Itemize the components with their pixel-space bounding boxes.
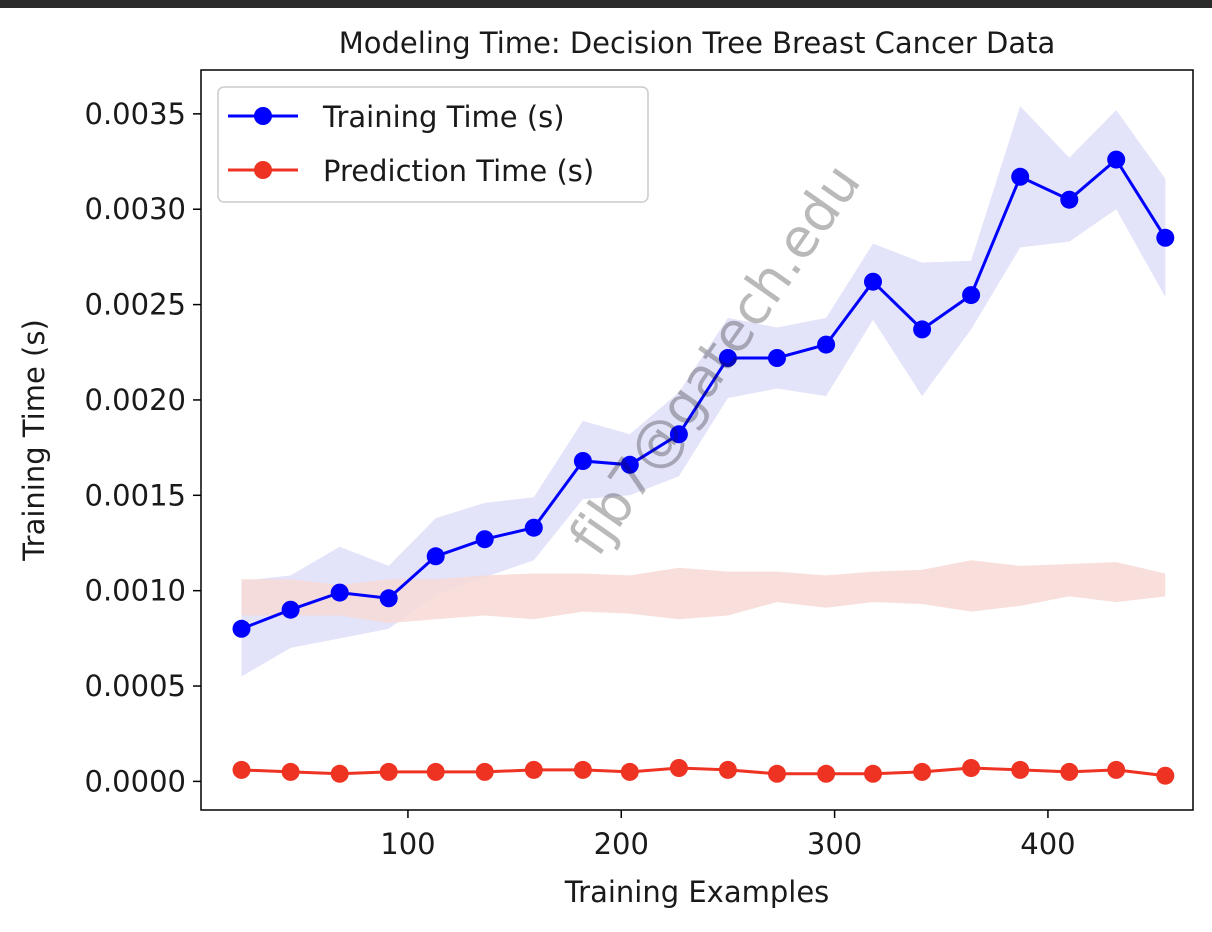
training-data-point xyxy=(864,272,882,291)
training-series-line xyxy=(240,157,1167,631)
x-axis-ticks: 100 200 300 400 xyxy=(380,810,1076,861)
prediction-data-point xyxy=(620,762,639,781)
plot-frame xyxy=(200,69,1194,811)
training-data-point xyxy=(524,518,543,537)
training-data-point xyxy=(475,530,494,549)
training-data-point xyxy=(768,349,786,367)
y-axis-label: Training Time (s) xyxy=(17,319,51,562)
chart-title: Modeling Time: Decision Tree Breast Canc… xyxy=(339,26,1055,60)
training-data-point xyxy=(913,320,932,339)
prediction-data-point xyxy=(768,764,786,783)
y-tick-label: 0.0015 xyxy=(85,478,186,512)
prediction-data-point xyxy=(962,759,981,777)
y-tick-label: 0.0020 xyxy=(85,383,186,417)
y-tick-label: 0.0025 xyxy=(85,288,186,322)
y-tick-label: 0.0035 xyxy=(85,97,186,131)
legend-training-marker xyxy=(254,107,272,125)
prediction-data-point xyxy=(1107,760,1126,779)
x-tick-label: 200 xyxy=(594,827,649,861)
legend-prediction-label: Prediction Time (s) xyxy=(323,154,594,188)
prediction-data-point xyxy=(379,762,398,781)
y-axis-ticks: 0.0000 0.0005 0.0010 0.0015 0.0020 0.0025 0.00… xyxy=(85,97,201,798)
prediction-data-point xyxy=(1156,766,1175,785)
y-tick-label: 0.0000 xyxy=(85,764,186,798)
training-confidence-band xyxy=(241,106,1166,677)
prediction-data-point xyxy=(475,762,494,781)
y-tick-label: 0.0005 xyxy=(85,669,186,703)
training-data-point xyxy=(379,589,398,608)
training-data-point xyxy=(817,335,836,354)
x-tick-label: 100 xyxy=(380,827,435,861)
prediction-data-point xyxy=(426,762,445,781)
prediction-confidence-band xyxy=(241,560,1166,624)
legend-prediction-marker xyxy=(254,161,272,179)
training-data-point xyxy=(620,455,639,474)
training-data-point xyxy=(1011,167,1030,186)
training-data-point xyxy=(573,452,592,470)
series-lines xyxy=(240,157,1167,778)
training-data-point xyxy=(426,547,445,566)
training-data-point xyxy=(962,286,981,305)
prediction-data-point xyxy=(913,762,932,781)
training-data-point xyxy=(1107,150,1126,169)
training-data-point xyxy=(718,349,737,367)
prediction-data-point xyxy=(817,764,836,783)
training-data-point xyxy=(669,425,688,444)
prediction-data-point xyxy=(718,760,737,779)
y-tick-label: 0.0030 xyxy=(85,192,186,226)
training-data-point xyxy=(1156,228,1175,247)
prediction-data-point xyxy=(669,759,688,777)
y-tick-label: 0.0010 xyxy=(85,574,186,608)
training-data-point xyxy=(1060,190,1079,209)
legend-box xyxy=(217,86,649,203)
x-tick-label: 400 xyxy=(1020,827,1075,861)
legend: Training Time (s) Prediction Time (s) xyxy=(217,86,649,203)
prediction-data-point xyxy=(1060,762,1079,781)
top-bar xyxy=(0,0,1212,8)
prediction-data-point xyxy=(232,760,251,779)
series-points xyxy=(232,150,1175,785)
training-data-point xyxy=(281,600,300,619)
training-data-point xyxy=(232,619,251,638)
prediction-data-point xyxy=(573,760,592,779)
prediction-data-point xyxy=(1011,760,1030,779)
confidence-bands xyxy=(241,106,1166,677)
prediction-data-point xyxy=(864,764,882,783)
prediction-data-point xyxy=(281,762,300,781)
prediction-data-point xyxy=(524,760,543,779)
x-axis-label: Training Examples xyxy=(564,875,830,909)
training-data-point xyxy=(330,583,349,602)
x-tick-label: 300 xyxy=(807,827,862,861)
prediction-data-point xyxy=(330,764,349,783)
legend-training-label: Training Time (s) xyxy=(322,100,565,134)
